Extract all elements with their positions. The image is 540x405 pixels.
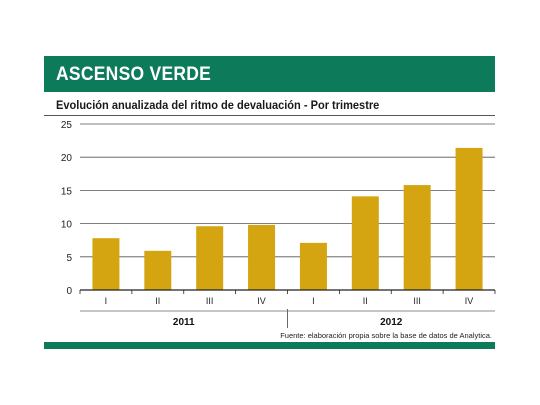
y-tick-label: 20	[61, 153, 73, 164]
x-tick-label: IV	[465, 296, 474, 306]
x-tick-label: II	[155, 296, 160, 306]
bar	[299, 242, 327, 290]
y-tick-label: 25	[61, 120, 73, 131]
bar	[248, 224, 276, 290]
x-tick-label: III	[413, 296, 421, 306]
subtitle-rule	[44, 115, 495, 116]
x-tick-label: IV	[257, 296, 266, 306]
x-tick-label: III	[206, 296, 214, 306]
bar	[455, 147, 483, 290]
x-tick-label: II	[363, 296, 368, 306]
bar	[351, 196, 379, 290]
bar	[92, 238, 120, 290]
bar	[144, 250, 172, 290]
chart-subtitle: Evolución anualizada del ritmo de devalu…	[56, 98, 380, 112]
x-tick-label: I	[312, 296, 315, 306]
y-tick-label: 10	[61, 220, 73, 231]
y-tick-label: 15	[61, 186, 73, 197]
source-note: Fuente: elaboración propia sobre la base…	[280, 331, 492, 340]
chart-title: ASCENSO VERDE	[56, 64, 212, 85]
y-tick-label: 5	[66, 253, 72, 264]
bar	[196, 226, 224, 290]
title-bar: ASCENSO VERDE	[44, 56, 495, 92]
bar	[403, 185, 431, 290]
year-group-label: 2011	[173, 317, 195, 328]
bottom-bar	[44, 342, 495, 349]
x-tick-label: I	[105, 296, 108, 306]
year-group-label: 2012	[380, 317, 403, 328]
y-tick-label: 0	[66, 286, 72, 297]
